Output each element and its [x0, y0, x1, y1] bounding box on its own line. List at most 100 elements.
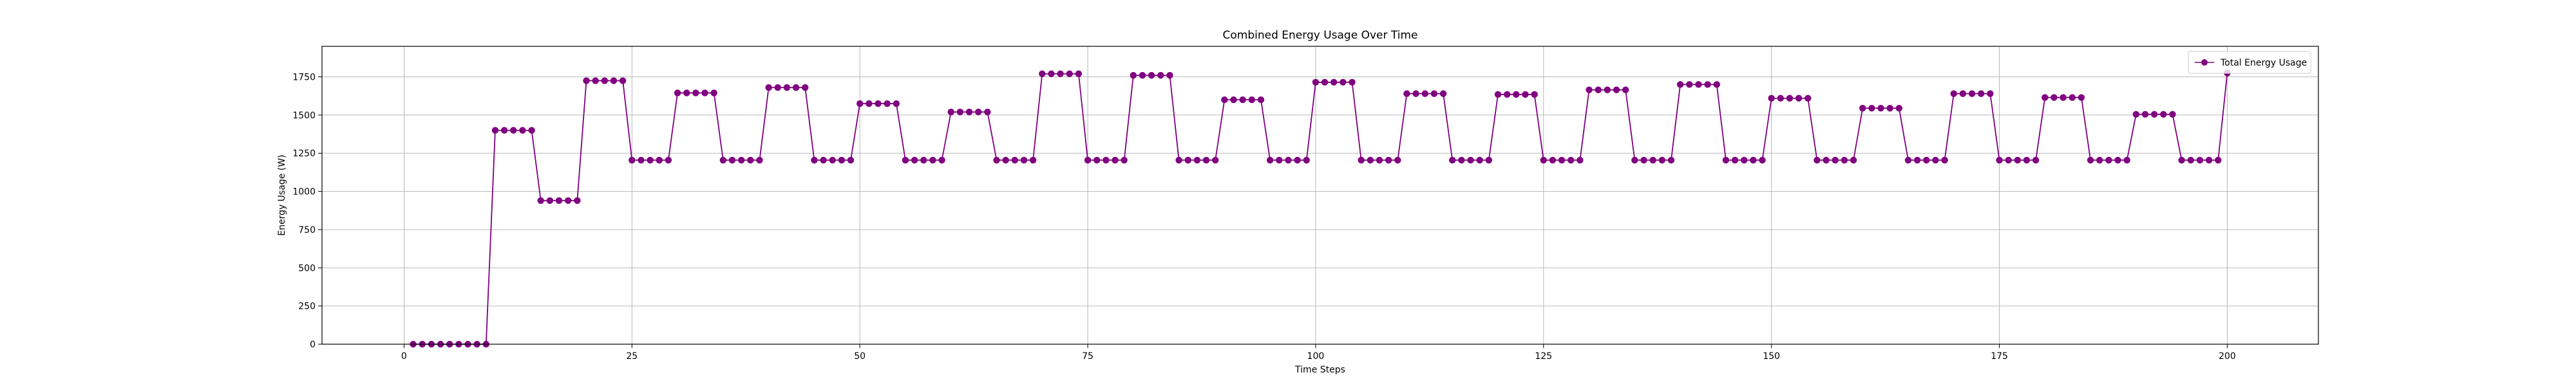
- data-point: [838, 156, 846, 164]
- data-point: [510, 127, 517, 134]
- data-point: [1567, 156, 1575, 164]
- data-point: [1239, 96, 1246, 104]
- data-point: [1175, 156, 1182, 164]
- data-point: [884, 100, 891, 107]
- data-point: [2132, 111, 2140, 118]
- x-axis-ticks: 0 25 50 75 100 125 150 175 200: [401, 344, 2236, 362]
- data-point: [1586, 86, 1593, 93]
- data-point: [719, 156, 727, 164]
- data-point: [1676, 81, 1684, 88]
- data-point: [2187, 156, 2195, 164]
- data-point: [1850, 156, 1857, 164]
- data-point: [1221, 96, 1228, 104]
- data-point: [1276, 156, 1283, 164]
- data-point: [2160, 111, 2167, 118]
- data-point: [592, 77, 599, 84]
- x-tick-label: 75: [1082, 351, 1094, 362]
- data-point: [1522, 91, 1529, 98]
- data-point: [1394, 156, 1401, 164]
- data-point: [1886, 104, 1893, 112]
- data-point: [1139, 71, 1146, 79]
- data-point: [911, 156, 918, 164]
- y-tick-label: 1500: [292, 111, 316, 121]
- data-point: [1649, 156, 1656, 164]
- data-point: [2196, 156, 2204, 164]
- data-point: [555, 197, 563, 205]
- data-point: [647, 156, 654, 164]
- data-point: [1157, 71, 1164, 79]
- data-point: [1741, 156, 1748, 164]
- data-point: [856, 100, 864, 107]
- data-point: [1230, 96, 1237, 104]
- data-point: [1595, 86, 1602, 93]
- data-point: [938, 156, 945, 164]
- data-point: [1868, 104, 1875, 112]
- data-point: [528, 127, 535, 134]
- data-point: [1048, 70, 1055, 77]
- data-point: [1640, 156, 1647, 164]
- data-point: [564, 197, 572, 205]
- data-point: [737, 156, 745, 164]
- data-point: [1303, 156, 1310, 164]
- data-point: [1613, 86, 1620, 93]
- data-point: [875, 100, 882, 107]
- data-point: [2096, 156, 2103, 164]
- data-point: [1358, 156, 1365, 164]
- data-point: [1212, 156, 1219, 164]
- data-point: [947, 108, 954, 116]
- data-point: [1103, 156, 1110, 164]
- data-point: [656, 156, 663, 164]
- data-point: [2169, 111, 2176, 118]
- data-point: [811, 156, 818, 164]
- data-point: [2078, 94, 2085, 101]
- data-point: [2023, 156, 2031, 164]
- data-point: [956, 108, 964, 116]
- series-line: [413, 73, 2228, 345]
- data-point: [683, 89, 690, 96]
- data-point: [1331, 78, 1338, 86]
- data-point: [1577, 156, 1584, 164]
- data-point: [728, 156, 736, 164]
- data-point: [674, 89, 681, 96]
- data-point: [1558, 156, 1566, 164]
- data-point: [2215, 156, 2222, 164]
- data-point: [802, 84, 809, 91]
- data-point: [1020, 156, 1028, 164]
- data-point: [1904, 156, 1912, 164]
- data-point: [619, 77, 627, 84]
- data-point: [1367, 156, 1374, 164]
- data-point: [1349, 78, 1356, 86]
- chart-title: Combined Energy Usage Over Time: [1223, 29, 1418, 42]
- data-point: [2178, 156, 2185, 164]
- x-tick-label: 125: [1535, 351, 1552, 362]
- data-point: [1467, 156, 1474, 164]
- data-point: [1376, 156, 1383, 164]
- y-tick-label: 0: [310, 340, 316, 350]
- x-axis-label: Time Steps: [1294, 365, 1345, 375]
- data-point: [993, 156, 1000, 164]
- data-point: [1430, 90, 1438, 97]
- data-point: [1941, 156, 1948, 164]
- data-point: [1968, 90, 1976, 97]
- data-point: [1202, 156, 1210, 164]
- data-point: [583, 77, 590, 84]
- legend: Total Energy Usage: [2188, 51, 2311, 74]
- data-point: [1987, 90, 1994, 97]
- data-point: [1750, 156, 1757, 164]
- data-point: [1604, 86, 1611, 93]
- data-point: [1932, 156, 1939, 164]
- data-point: [2151, 111, 2158, 118]
- data-point: [2050, 94, 2058, 101]
- data-point: [491, 127, 499, 134]
- data-point: [1112, 156, 1119, 164]
- data-point: [500, 127, 508, 134]
- data-point: [1285, 156, 1292, 164]
- data-point: [2141, 111, 2149, 118]
- data-point: [1503, 91, 1511, 98]
- data-point: [1540, 156, 1548, 164]
- data-point: [665, 156, 672, 164]
- data-point: [1832, 156, 1839, 164]
- data-point: [1039, 70, 1046, 77]
- data-point: [1859, 104, 1866, 112]
- data-point: [829, 156, 836, 164]
